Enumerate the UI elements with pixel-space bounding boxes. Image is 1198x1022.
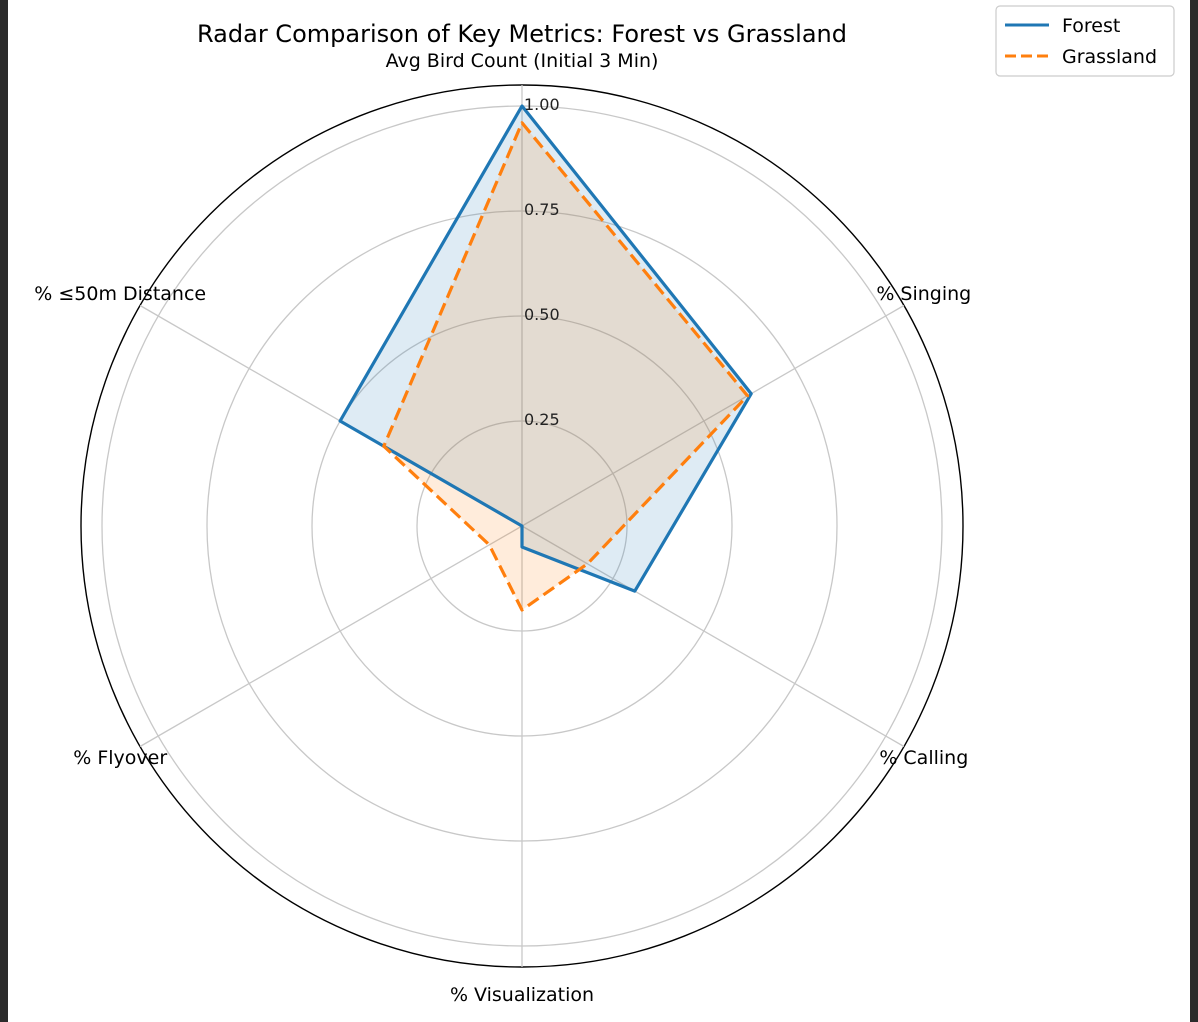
legend: Forest Grassland [995,5,1175,77]
legend-label-forest: Forest [1062,15,1120,37]
spoke-2 [521,525,905,748]
series-fill-forest [340,106,752,592]
legend-label-grassland: Grassland [1062,46,1157,68]
rtick-label-3: 1.00 [524,95,560,114]
category-label-5: % ≤50m Distance [34,283,206,305]
series-line-forest [338,104,753,593]
series-fills [340,106,752,611]
category-label-4: % Flyover [73,747,167,769]
category-label-1: % Singing [876,283,971,305]
figure-background [8,0,1190,1022]
category-label-2: % Calling [879,747,968,769]
category-label-3: % Visualization [450,984,594,1006]
chart-title: Radar Comparison of Key Metrics: Forest … [197,20,847,48]
category-label-0: Avg Bird Count (Initial 3 Min) [386,50,659,72]
series-lines [338,104,753,612]
series-fill-grassland [383,122,748,611]
left-window-edge [0,0,8,1022]
series-line-grassland [382,121,750,612]
radial-tick-labels: 0.25 0.50 0.75 1.00 [524,95,560,429]
rtick-label-0: 0.25 [524,410,560,429]
spoke-1 [521,304,905,527]
right-window-edge [1190,0,1198,1022]
rtick-label-1: 0.50 [524,305,560,324]
rtick-label-2: 0.75 [524,200,560,219]
spoke-4 [139,525,523,748]
radar-grid [80,84,964,968]
category-labels: Avg Bird Count (Initial 3 Min) % Singing%… [34,50,971,1006]
